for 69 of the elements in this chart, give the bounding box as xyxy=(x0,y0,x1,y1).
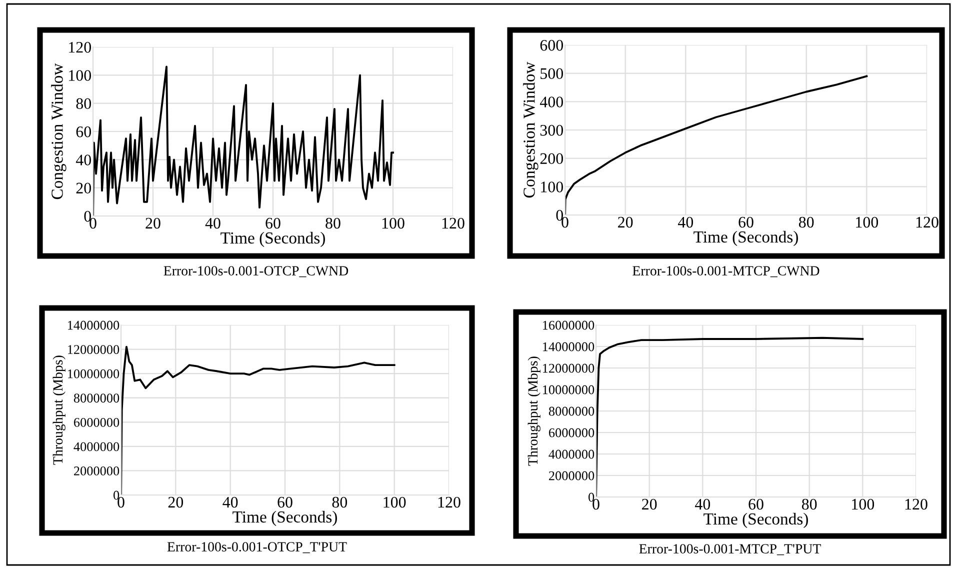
text: Error-100s-0.001-OTCP_T'PUT xyxy=(167,542,347,554)
y-tick-label: 14000000 xyxy=(68,320,120,330)
y-tick-label: 0 xyxy=(114,490,120,500)
y-tick-label: 300 xyxy=(540,124,563,136)
line-series xyxy=(93,66,394,216)
y-tick-label: 12000000 xyxy=(542,364,594,373)
y-axis-title: Congestion Window xyxy=(523,62,538,198)
y-tick-label: 60 xyxy=(76,126,91,138)
y-tick-label: 40 xyxy=(76,154,91,166)
x-tick-label: 80 xyxy=(332,496,348,508)
y-tick-label: 4000000 xyxy=(548,450,594,459)
y-tick-label: 6000000 xyxy=(74,418,120,427)
y-tick-label: 16000000 xyxy=(542,320,594,330)
x-tick-label: 80 xyxy=(802,498,817,510)
y-tick-label: 14000000 xyxy=(542,342,594,352)
x-axis-title: Time (Seconds) xyxy=(220,232,325,247)
x-tick-label: 20 xyxy=(168,496,184,508)
y-axis-title: Throughput (Mbps) xyxy=(52,356,66,465)
x-tick-label: 40 xyxy=(678,216,694,228)
y-tick-label: 8000000 xyxy=(548,406,594,416)
y-tick-label: 100 xyxy=(541,182,563,192)
y-tick-label: 400 xyxy=(540,96,563,108)
x-tick-label: 40 xyxy=(205,218,220,229)
y-tick-label: 2000000 xyxy=(74,466,120,476)
y-tick-label: 8000000 xyxy=(74,394,120,403)
x-tick-label: 120 xyxy=(905,498,928,510)
y-tick-label: 2000000 xyxy=(549,471,594,480)
x-axis-title: Time (Seconds) xyxy=(232,510,337,526)
y-tick-label: 200 xyxy=(540,153,563,164)
text: Error-100s-0.001-OTCP_CWND xyxy=(164,266,348,278)
y-tick-label: 6000000 xyxy=(548,428,594,438)
y-axis-title: Congestion Window xyxy=(51,63,66,200)
x-tick-label: 100 xyxy=(856,216,878,228)
x-tick-label: 120 xyxy=(916,216,938,228)
y-tick-label: 80 xyxy=(76,98,91,110)
y-tick-label: 100 xyxy=(69,70,91,81)
x-tick-label: 60 xyxy=(738,216,754,228)
y-tick-label: 10000000 xyxy=(542,385,594,394)
line-series xyxy=(596,336,864,497)
x-axis-title: Time (Seconds) xyxy=(694,230,798,246)
y-tick-label: 120 xyxy=(69,42,91,53)
x-tick-label: 60 xyxy=(278,496,292,508)
x-tick-label: 60 xyxy=(266,218,280,229)
x-tick-label: 60 xyxy=(748,498,764,510)
y-tick-label: 12000000 xyxy=(68,345,120,354)
x-tick-label: 40 xyxy=(694,498,710,510)
x-tick-label: 100 xyxy=(384,496,406,508)
y-tick-label: 600 xyxy=(540,40,563,51)
y-tick-label: 0 xyxy=(556,210,563,221)
x-tick-label: 120 xyxy=(442,218,464,229)
x-tick-label: 40 xyxy=(222,496,238,508)
text: Error-100s-0.001-MTCP_CWND xyxy=(632,266,820,278)
y-tick-label: 10000000 xyxy=(68,369,120,378)
x-axis-title: Time (Seconds) xyxy=(704,512,808,528)
x-tick-label: 100 xyxy=(382,218,404,229)
y-tick-label: 20 xyxy=(76,182,91,194)
y-tick-label: 4000000 xyxy=(74,442,120,452)
line-series xyxy=(121,346,396,495)
x-tick-label: 80 xyxy=(326,218,340,229)
y-axis-title: Throughput (Mbps) xyxy=(528,356,540,466)
line-series xyxy=(565,75,868,215)
x-tick-label: 100 xyxy=(852,498,874,510)
y-tick-label: 500 xyxy=(540,68,563,80)
x-tick-label: 120 xyxy=(438,496,460,508)
text: Error-100s-0.001-MTCP_T'PUT xyxy=(639,544,821,556)
x-tick-label: 20 xyxy=(642,498,657,510)
x-tick-label: 20 xyxy=(618,216,633,228)
x-tick-label: 80 xyxy=(798,216,814,228)
x-tick-label: 20 xyxy=(146,218,160,229)
